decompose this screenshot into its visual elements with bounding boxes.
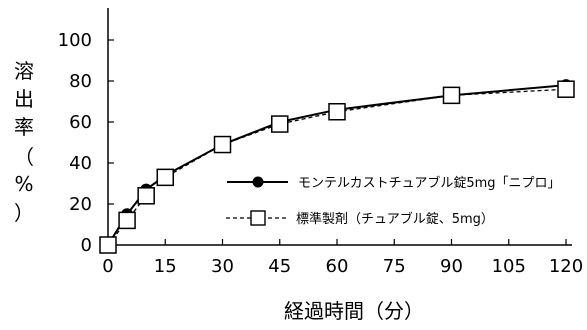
y-tick-label: 40 — [69, 153, 92, 174]
y-tick-label: 100 — [58, 30, 92, 51]
data-point-reference — [271, 115, 289, 133]
data-point-reference — [557, 80, 575, 98]
legend-label-test: モンテルカストチュアブル錠5mg「ニプロ」 — [298, 175, 561, 191]
x-tick-label: 105 — [492, 256, 526, 277]
y-axis-title-char: （ — [14, 145, 34, 169]
data-point-reference — [442, 86, 461, 105]
x-tick-label: 120 — [549, 256, 583, 277]
data-point-reference — [118, 211, 136, 230]
x-tick-labels: 0 15 30 45 60 75 90 105 120 — [102, 256, 583, 277]
axes — [107, 8, 572, 246]
legend: モンテルカストチュアブル錠5mg「ニプロ」標準製剤（チュアブル錠、5mg） — [226, 175, 561, 227]
y-tick-label: 80 — [69, 71, 92, 92]
y-tick-label: 60 — [69, 112, 92, 133]
x-tick-label: 30 — [211, 256, 234, 277]
series-layer — [99, 79, 575, 254]
legend-marker-test — [252, 176, 264, 188]
data-point-reference — [213, 135, 232, 154]
x-tick-label: 0 — [102, 256, 113, 277]
data-point-reference — [99, 236, 117, 254]
x-axis-title: 経過時間（分） — [284, 299, 424, 323]
y-axis-title: 溶出率 （% ） — [14, 59, 34, 225]
y-axis-title-char: 溶 — [14, 59, 34, 83]
x-tick-label: 60 — [326, 256, 349, 277]
x-tick-label: 15 — [154, 256, 177, 277]
y-tick-labels: 0 20 40 60 80 100 — [58, 30, 92, 256]
y-tick-label: 20 — [69, 194, 92, 215]
data-point-reference — [156, 168, 174, 187]
legend-label-reference: 標準製剤（チュアブル錠、5mg） — [296, 211, 494, 227]
y-axis-title-char: 率 — [14, 115, 34, 139]
x-tick-label: 75 — [383, 256, 406, 277]
legend-marker-reference — [250, 210, 266, 226]
y-tick-label: 0 — [81, 235, 92, 256]
x-tick-label: 45 — [268, 256, 291, 277]
y-axis-title-char: ） — [14, 201, 34, 225]
y-axis-title-char: 出 — [14, 87, 34, 111]
data-point-reference — [328, 103, 346, 121]
data-point-reference — [137, 187, 155, 205]
x-tick-label: 90 — [440, 256, 463, 277]
y-axis-title-char: % — [14, 172, 33, 196]
